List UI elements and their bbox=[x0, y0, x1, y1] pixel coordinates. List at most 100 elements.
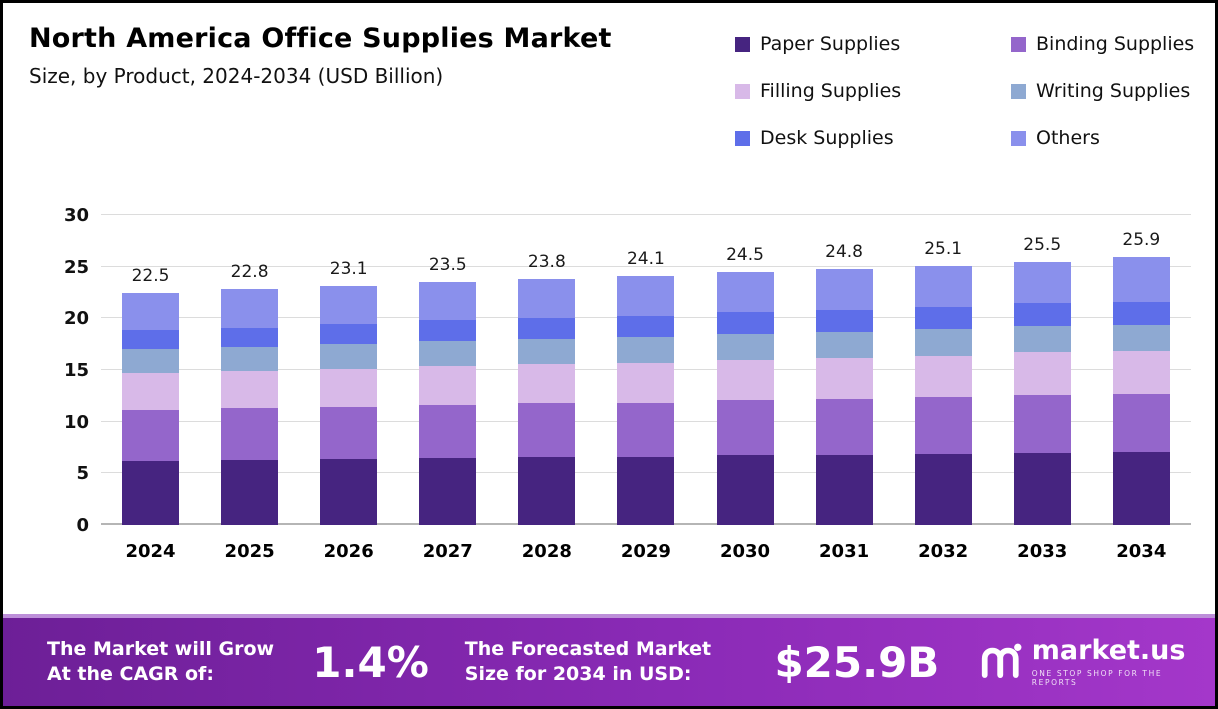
bar-segment-paper-supplies bbox=[617, 456, 675, 525]
bar-segment-binding-supplies bbox=[419, 405, 477, 458]
bar-segment-binding-supplies bbox=[815, 398, 873, 455]
legend-item: Others bbox=[1011, 127, 1194, 149]
bar-segment-filling-supplies bbox=[716, 359, 774, 400]
x-axis-tick-label: 2025 bbox=[224, 541, 275, 562]
y-axis-tick-label: 10 bbox=[63, 411, 89, 433]
forecast-value: $25.9B bbox=[774, 637, 940, 687]
bar-total-label: 24.5 bbox=[726, 244, 764, 265]
bar-total-label: 25.9 bbox=[1122, 230, 1161, 251]
bar-segment-paper-supplies bbox=[1112, 451, 1170, 525]
x-axis-tick-label: 2029 bbox=[620, 541, 671, 562]
bar-segment-writing-supplies bbox=[1112, 324, 1170, 352]
chart-header: North America Office Supplies Market Siz… bbox=[29, 23, 612, 88]
bar-segment-binding-supplies bbox=[518, 403, 576, 457]
cagr-value: 1.4% bbox=[312, 637, 429, 687]
bar-segment-writing-supplies bbox=[815, 331, 873, 358]
bar-segment-desk-supplies bbox=[1013, 302, 1071, 326]
y-axis-tick-label: 15 bbox=[63, 360, 89, 381]
bar-total-label: 25.1 bbox=[924, 238, 963, 259]
bar-segment-writing-supplies bbox=[617, 336, 675, 363]
bar-segment-paper-supplies bbox=[914, 453, 972, 525]
bar-group-2033: 25.5 bbox=[1013, 215, 1071, 525]
gridline bbox=[101, 214, 1191, 215]
y-axis-tick-label: 25 bbox=[63, 256, 89, 278]
bar-group-2031: 24.8 bbox=[815, 215, 873, 525]
gridline bbox=[101, 265, 1191, 267]
bar-segment-desk-supplies bbox=[914, 307, 972, 329]
bar-segment-others bbox=[1112, 257, 1170, 302]
legend-swatch bbox=[1011, 36, 1026, 52]
market-us-m-icon bbox=[982, 643, 1022, 678]
x-axis-tick-label: 2024 bbox=[125, 541, 176, 562]
legend-item: Writing Supplies bbox=[1011, 80, 1194, 102]
bar-segment-others bbox=[1013, 261, 1071, 303]
bar-segment-writing-supplies bbox=[1013, 325, 1071, 353]
bar-segment-filling-supplies bbox=[617, 362, 675, 404]
bar-segment-filling-supplies bbox=[1013, 352, 1071, 395]
bar-segment-binding-supplies bbox=[1013, 394, 1071, 453]
bar-group-2032: 25.1 bbox=[914, 215, 972, 525]
bar-group-2030: 24.5 bbox=[716, 215, 774, 525]
footer-banner: The Market will Grow At the CAGR of: 1.4… bbox=[3, 614, 1215, 706]
bar-segment-filling-supplies bbox=[419, 365, 477, 406]
brand-tagline: ONE STOP SHOP FOR THE REPORTS bbox=[1031, 668, 1163, 687]
bar-segment-filling-supplies bbox=[914, 355, 972, 397]
bar-segment-paper-supplies bbox=[122, 460, 180, 525]
legend-item: Desk Supplies bbox=[735, 127, 1011, 149]
bar-segment-desk-supplies bbox=[518, 318, 576, 340]
brand-name: market.us bbox=[1031, 635, 1186, 667]
bar-segment-paper-supplies bbox=[518, 456, 576, 525]
bar-group-2024: 22.5 bbox=[122, 215, 180, 525]
bar-segment-paper-supplies bbox=[815, 454, 873, 525]
bar-segment-writing-supplies bbox=[221, 347, 279, 372]
bar-segment-writing-supplies bbox=[716, 333, 774, 360]
bar-segment-binding-supplies bbox=[320, 407, 378, 459]
bar-segment-writing-supplies bbox=[518, 339, 576, 364]
bar-segment-filling-supplies bbox=[320, 369, 378, 408]
bar-segment-desk-supplies bbox=[815, 310, 873, 332]
bar-segment-filling-supplies bbox=[221, 371, 279, 409]
bar-segment-writing-supplies bbox=[320, 344, 378, 369]
bar-segment-binding-supplies bbox=[914, 396, 972, 454]
bar-group-2028: 23.8 bbox=[518, 215, 576, 525]
bar-segment-paper-supplies bbox=[716, 454, 774, 525]
bars-container: 22.5 22.8 23.1 23.5 23.8 24.1 24.5 24.8 25.1 25.5… bbox=[101, 215, 1191, 525]
legend: Paper Supplies Binding Supplies Filling Su… bbox=[735, 33, 1194, 149]
bar-segment-writing-supplies bbox=[122, 349, 180, 374]
legend-label: Paper Supplies bbox=[760, 33, 901, 55]
bar-segment-filling-supplies bbox=[122, 373, 180, 411]
x-axis-labels: 2024 2025 2026 2027 2028 2029 2030 2031 2032 2033… bbox=[101, 541, 1191, 562]
bar-segment-desk-supplies bbox=[419, 320, 477, 342]
bar-total-label: 23.1 bbox=[329, 259, 368, 280]
bar-segment-others bbox=[815, 268, 873, 311]
bar-segment-binding-supplies bbox=[716, 399, 774, 455]
stacked-bar-chart: 0 5 10 15 20 25 30 22.5 22.8 23.1 23.5 23.8 24.1 24.5… bbox=[41, 205, 1191, 562]
market-us-logo: market.us ONE STOP SHOP FOR THE REPORTS bbox=[979, 635, 1191, 687]
x-axis-tick-label: 2030 bbox=[719, 541, 771, 562]
legend-label: Others bbox=[1036, 127, 1100, 149]
bar-segment-binding-supplies bbox=[1112, 393, 1170, 452]
x-axis-tick-label: 2033 bbox=[1017, 541, 1068, 562]
bar-segment-filling-supplies bbox=[518, 363, 576, 404]
x-axis-tick-label: 2034 bbox=[1116, 541, 1167, 562]
bar-total-label: 25.5 bbox=[1023, 234, 1062, 255]
legend-swatch bbox=[1011, 130, 1026, 146]
bar-segment-paper-supplies bbox=[221, 459, 279, 525]
bar-total-label: 22.5 bbox=[131, 265, 170, 286]
bar-segment-desk-supplies bbox=[716, 312, 774, 334]
bar-segment-others bbox=[716, 271, 774, 313]
brand-text: market.us ONE STOP SHOP FOR THE REPORTS bbox=[1031, 635, 1191, 687]
bar-segment-desk-supplies bbox=[320, 323, 378, 345]
bar-group-2029: 24.1 bbox=[617, 215, 675, 525]
bar-segment-others bbox=[419, 282, 477, 321]
legend-label: Filling Supplies bbox=[760, 80, 902, 102]
y-axis-tick-label: 0 bbox=[76, 515, 89, 536]
legend-label: Desk Supplies bbox=[760, 127, 894, 149]
bar-segment-desk-supplies bbox=[221, 327, 279, 348]
y-axis-tick-label: 5 bbox=[76, 463, 89, 485]
bar-segment-others bbox=[914, 265, 972, 307]
bar-segment-desk-supplies bbox=[617, 316, 675, 337]
chart-title: North America Office Supplies Market bbox=[29, 23, 612, 54]
legend-item: Binding Supplies bbox=[1011, 33, 1194, 55]
